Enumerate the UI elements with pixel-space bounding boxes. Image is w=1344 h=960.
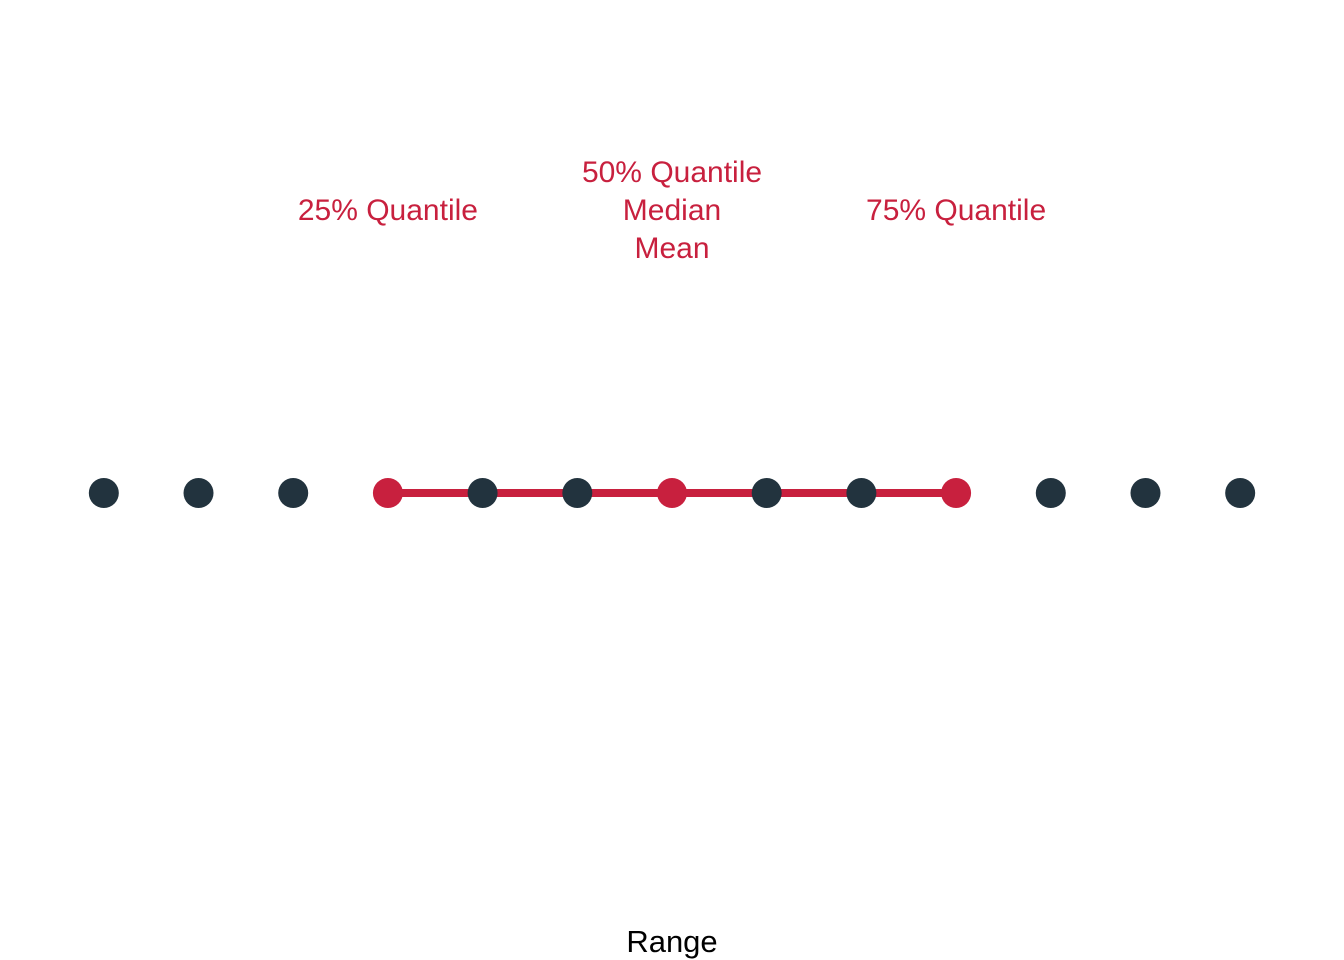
highlighted-point [941, 478, 972, 508]
highlighted-point [657, 478, 687, 508]
annotation-line: 75% Quantile [866, 194, 1046, 227]
data-point [846, 478, 877, 508]
data-point [278, 478, 309, 508]
annotation-line: Median [623, 194, 721, 227]
data-point [1130, 478, 1161, 508]
annotation-label: 50% Quantile Median Mean [582, 156, 762, 265]
annotation-line: 25% Quantile [298, 194, 478, 227]
highlighted-point [372, 478, 403, 508]
x-axis-label: Range [626, 924, 717, 959]
data-point [88, 478, 119, 508]
annotation-label: 75% Quantile [866, 194, 1046, 227]
data-point [1035, 478, 1066, 508]
data-point [751, 478, 782, 508]
annotation-line: 50% Quantile [582, 156, 762, 189]
annotation-label: 25% Quantile [298, 194, 478, 227]
annotation-line: Mean [634, 232, 709, 265]
annotations-layer: 25% Quantile 50% Quantile Median Mean 75% Qu… [298, 156, 1046, 265]
data-point [467, 478, 498, 508]
data-point [1225, 478, 1256, 508]
data-point [562, 478, 593, 508]
points-layer [88, 478, 1256, 508]
data-point [183, 478, 214, 508]
